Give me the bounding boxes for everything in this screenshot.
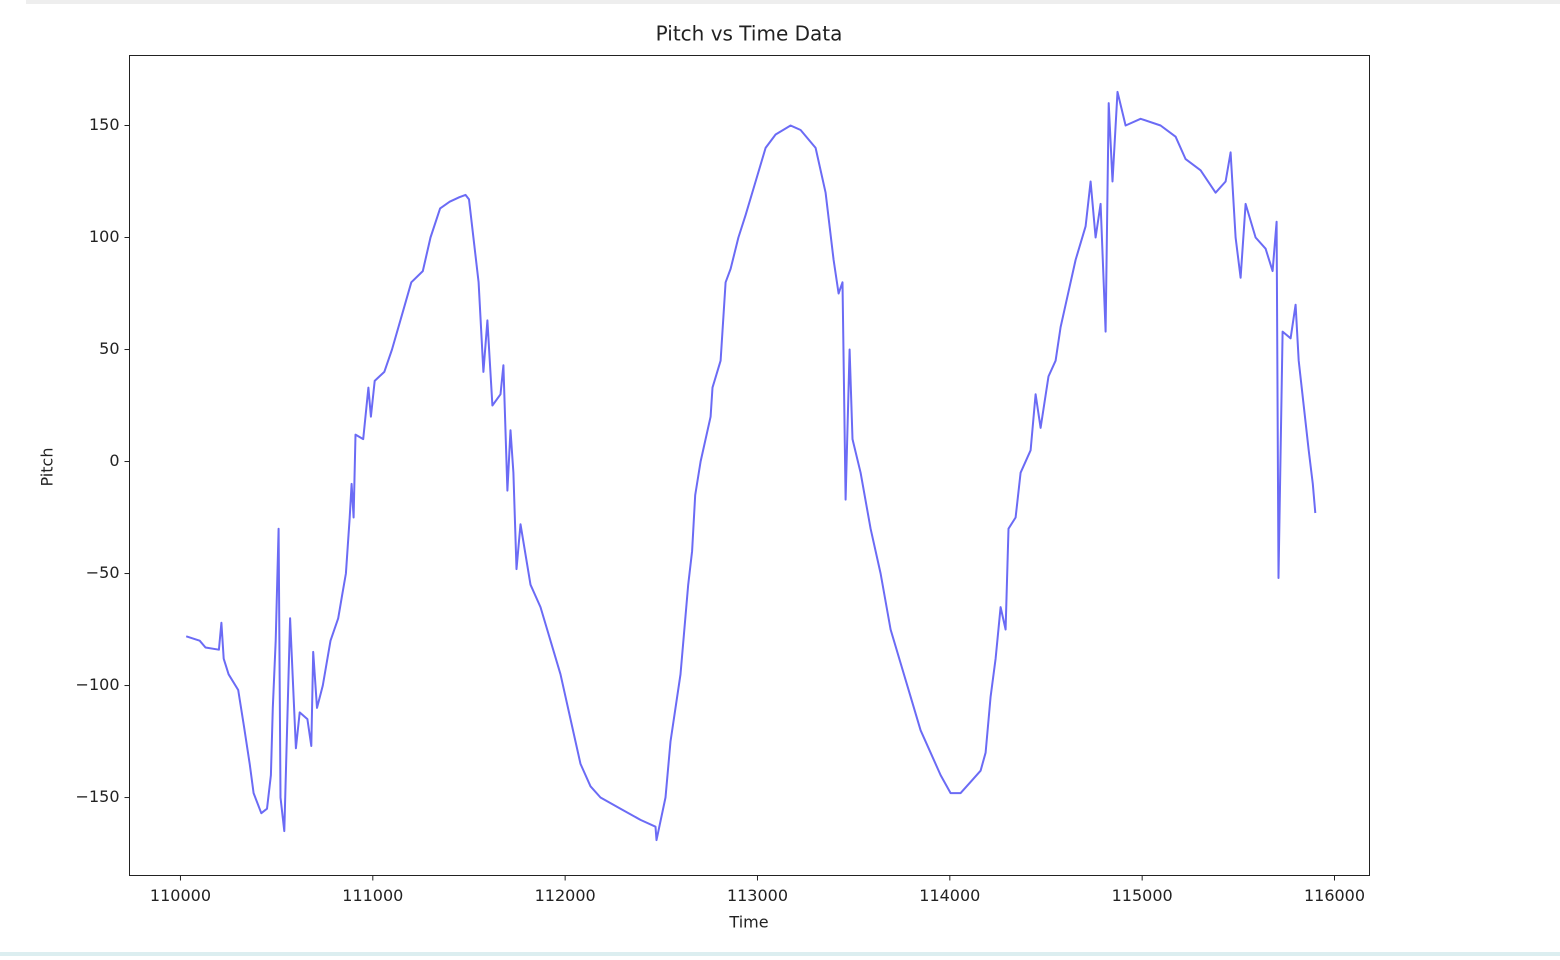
y-tick-label: 100 — [89, 227, 120, 246]
x-tick-label: 114000 — [919, 886, 980, 905]
y-tick-label: −100 — [76, 675, 120, 694]
x-tick-label: 110000 — [150, 886, 211, 905]
x-tick-label: 111000 — [342, 886, 403, 905]
plot-frame — [129, 55, 1370, 876]
chart-title: Pitch vs Time Data — [656, 22, 843, 46]
x-tick-label: 113000 — [727, 886, 788, 905]
cell-border — [0, 952, 1560, 956]
y-tick-label: 0 — [109, 451, 119, 470]
y-axis-label: Pitch — [38, 448, 57, 487]
y-tick-label: −150 — [76, 787, 120, 806]
x-tick-label: 115000 — [1112, 886, 1173, 905]
data-line — [185, 90, 1317, 842]
x-tick-label: 116000 — [1304, 886, 1365, 905]
x-tick-label: 112000 — [535, 886, 596, 905]
y-tick-label: 50 — [99, 339, 119, 358]
y-tick-label: 150 — [89, 115, 120, 134]
y-tick-label: −50 — [86, 563, 120, 582]
cell-border — [26, 0, 1560, 4]
x-axis-label: Time — [728, 913, 768, 932]
